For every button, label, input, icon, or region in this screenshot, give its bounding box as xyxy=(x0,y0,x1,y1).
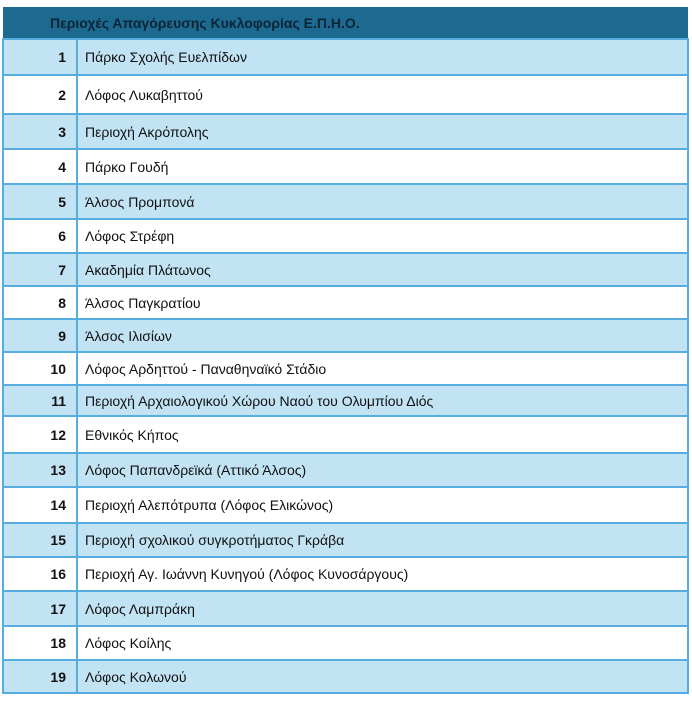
table-title: Περιοχές Απαγόρευσης Κυκλοφορίας Ε.Π.Η.Ο… xyxy=(3,7,688,39)
area-name: Λόφος Παπανδρεϊκά (Αττικό Άλσος) xyxy=(76,452,689,488)
area-name: Περιοχή Αρχαιολογικού Χώρου Ναού του Ολυ… xyxy=(76,384,689,417)
row-number: 7 xyxy=(2,252,78,287)
table-row: 9 Άλσος Ιλισίων xyxy=(2,318,689,353)
restricted-areas-table: Περιοχές Απαγόρευσης Κυκλοφορίας Ε.Π.Η.Ο… xyxy=(2,7,689,694)
area-name: Λόφος Κολωνού xyxy=(76,659,689,694)
row-number: 18 xyxy=(2,625,78,661)
row-number: 17 xyxy=(2,590,78,627)
row-number: 14 xyxy=(2,486,78,524)
table-row: 17 Λόφος Λαμπράκη xyxy=(2,590,689,627)
area-name: Περιοχή Αλεπότρυπα (Λόφος Ελικώνος) xyxy=(76,486,689,524)
table-row: 10 Λόφος Αρδηττού - Παναθηναϊκό Στάδιο xyxy=(2,351,689,386)
table-row: 8 Άλσος Παγκρατίου xyxy=(2,285,689,320)
row-number: 8 xyxy=(2,285,78,320)
row-number: 5 xyxy=(2,183,78,220)
table-row: 14 Περιοχή Αλεπότρυπα (Λόφος Ελικώνος) xyxy=(2,486,689,524)
table-header-row: Περιοχές Απαγόρευσης Κυκλοφορίας Ε.Π.Η.Ο… xyxy=(3,7,688,39)
area-name: Άλσος Παγκρατίου xyxy=(76,285,689,320)
area-name: Άλσος Ιλισίων xyxy=(76,318,689,353)
area-name: Περιοχή σχολικού συγκροτήματος Γκράβα xyxy=(76,522,689,558)
area-name: Ακαδημία Πλάτωνος xyxy=(76,252,689,287)
area-name: Περιοχή Ακρόπολης xyxy=(76,113,689,150)
row-number: 13 xyxy=(2,452,78,488)
area-name: Λόφος Στρέφη xyxy=(76,218,689,254)
row-number: 6 xyxy=(2,218,78,254)
area-name: Εθνικός Κήπος xyxy=(76,415,689,454)
area-name: Άλσος Προμπονά xyxy=(76,183,689,220)
row-number: 16 xyxy=(2,556,78,592)
table-row: 13 Λόφος Παπανδρεϊκά (Αττικό Άλσος) xyxy=(2,452,689,488)
area-name: Πάρκο Γουδή xyxy=(76,148,689,185)
table-row: 12 Εθνικός Κήπος xyxy=(2,415,689,454)
area-name: Λόφος Λαμπράκη xyxy=(76,590,689,627)
table-row: 6 Λόφος Στρέφη xyxy=(2,218,689,254)
area-name: Λόφος Κοίλης xyxy=(76,625,689,661)
table-row: 4 Πάρκο Γουδή xyxy=(2,148,689,185)
row-number: 12 xyxy=(2,415,78,454)
area-name: Λόφος Αρδηττού - Παναθηναϊκό Στάδιο xyxy=(76,351,689,386)
area-name: Λόφος Λυκαβηττού xyxy=(76,74,689,115)
table-row: 19 Λόφος Κολωνού xyxy=(2,659,689,694)
row-number: 9 xyxy=(2,318,78,353)
table-row: 1 Πάρκο Σχολής Ευελπίδων xyxy=(2,38,689,76)
row-number: 11 xyxy=(2,384,78,417)
table-row: 16 Περιοχή Αγ. Ιωάννη Κυνηγού (Λόφος Κυνο… xyxy=(2,556,689,592)
table-row: 15 Περιοχή σχολικού συγκροτήματος Γκράβα xyxy=(2,522,689,558)
row-number: 15 xyxy=(2,522,78,558)
row-number: 19 xyxy=(2,659,78,694)
table-row: 2 Λόφος Λυκαβηττού xyxy=(2,74,689,115)
row-number: 4 xyxy=(2,148,78,185)
row-number: 1 xyxy=(2,38,78,76)
row-number: 10 xyxy=(2,351,78,386)
table-row: 7 Ακαδημία Πλάτωνος xyxy=(2,252,689,287)
area-name: Πάρκο Σχολής Ευελπίδων xyxy=(76,38,689,76)
row-number: 3 xyxy=(2,113,78,150)
table-row: 11 Περιοχή Αρχαιολογικού Χώρου Ναού του Ο… xyxy=(2,384,689,417)
row-number: 2 xyxy=(2,74,78,115)
table-row: 18 Λόφος Κοίλης xyxy=(2,625,689,661)
area-name: Περιοχή Αγ. Ιωάννη Κυνηγού (Λόφος Κυνοσά… xyxy=(76,556,689,592)
table-row: 5 Άλσος Προμπονά xyxy=(2,183,689,220)
table-row: 3 Περιοχή Ακρόπολης xyxy=(2,113,689,150)
